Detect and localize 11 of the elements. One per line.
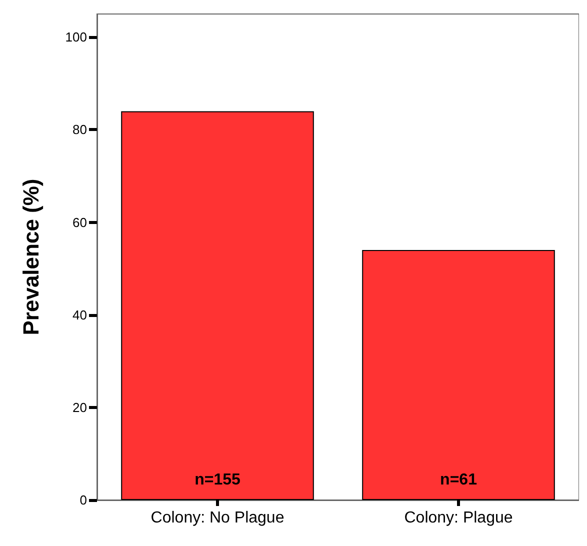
y-tick-label: 20 <box>72 400 87 415</box>
y-tick-label: 80 <box>72 122 87 138</box>
y-tick-label: 60 <box>72 214 87 230</box>
annotation: n=61 <box>440 472 478 488</box>
y-tick-label: 100 <box>65 30 87 45</box>
x-tick-label: Colony: Plague <box>404 510 513 526</box>
annotation: n=155 <box>194 472 241 488</box>
x-tick-label: Colony: No Plague <box>150 510 284 526</box>
y-tick-label: 40 <box>72 307 87 322</box>
y-axis-title: Prevalence (%) <box>18 178 44 336</box>
y-tick-label: 0 <box>80 492 87 508</box>
